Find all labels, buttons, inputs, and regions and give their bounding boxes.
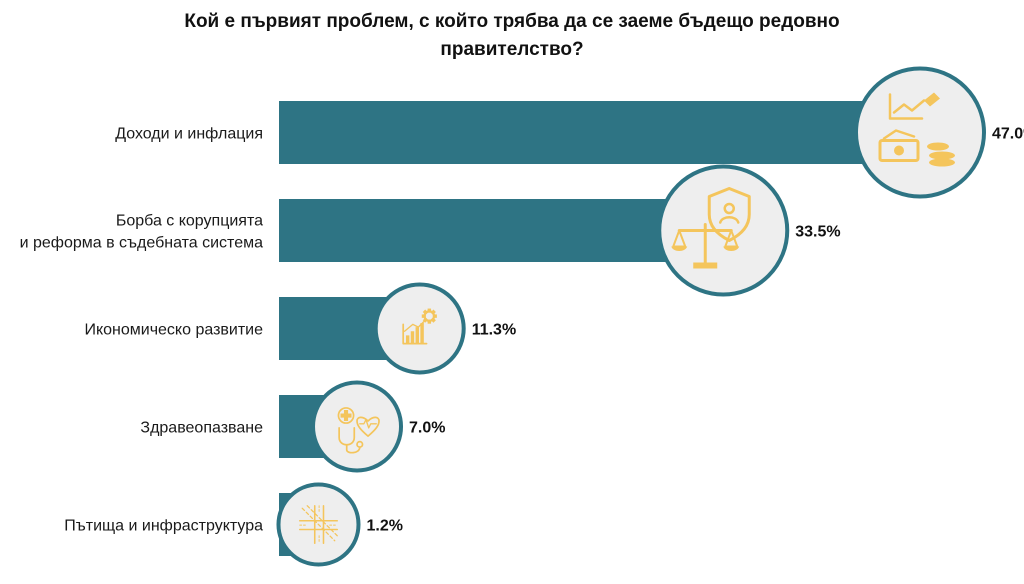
roads-intersection-icon (276, 482, 361, 567)
chart-title-line-2: правителство? (440, 39, 584, 60)
value-label-3: 11.3% (472, 322, 516, 339)
category-label-4: Здравеопазване (140, 420, 263, 437)
category-label-1: Доходи и инфлация (115, 126, 263, 143)
healthcare-stethoscope-icon (311, 380, 404, 473)
chart-title-line-1: Кой е първият проблем, с който трябва да… (184, 11, 840, 32)
chart-title: Кой е първият проблем, с който трябва да… (112, 8, 912, 64)
category-label-5: Пътища и инфраструктура (64, 518, 263, 535)
value-label-5: 1.2% (366, 518, 402, 535)
category-label-2-line-2: и реформа в съдебната система (20, 235, 264, 252)
justice-scales-shield-icon (657, 164, 790, 297)
category-label-3: Икономическо развитие (84, 322, 263, 339)
bar-1 (279, 101, 964, 164)
value-label-4: 7.0% (409, 420, 445, 437)
value-label-1: 47.0% (992, 126, 1024, 143)
value-label-2: 33.5% (795, 224, 840, 241)
category-label-2-line-1: Борба с корупцията (116, 213, 263, 230)
income-inflation-icon (854, 66, 986, 199)
economy-growth-gear-icon (373, 282, 466, 375)
